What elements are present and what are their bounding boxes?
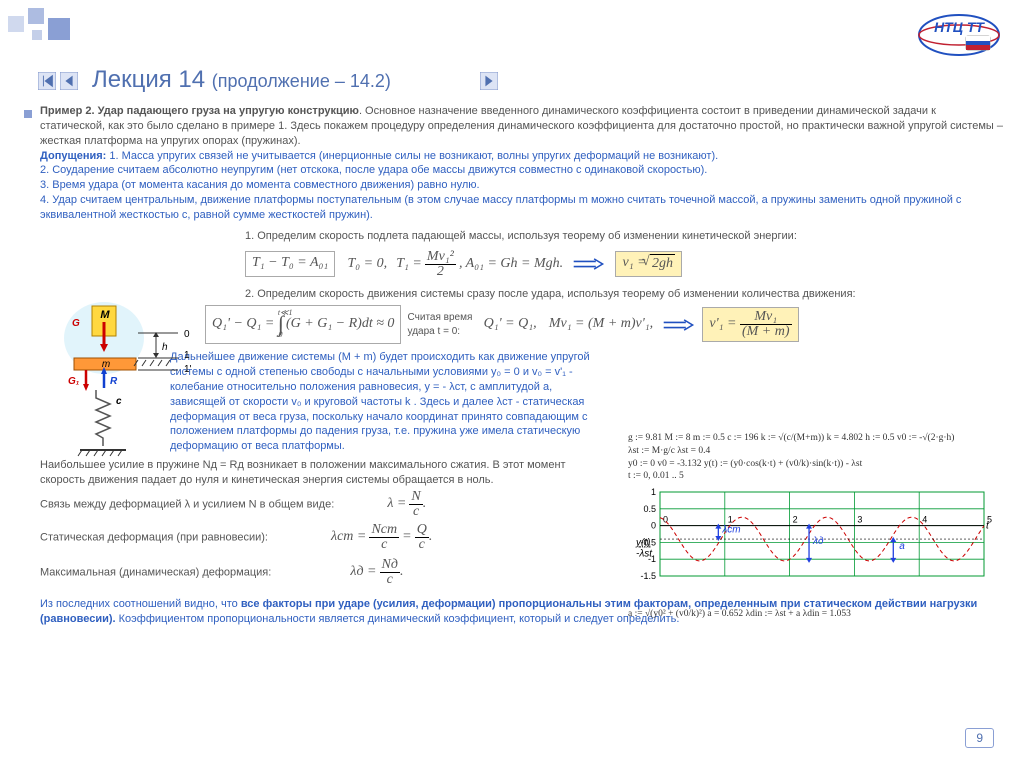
svg-text:G₁: G₁ xyxy=(68,376,80,387)
formula-box-result-1: v₁ = 2gh xyxy=(615,251,682,277)
nav-arrows xyxy=(38,72,78,95)
nav-prev-icon[interactable] xyxy=(60,72,78,90)
svg-text:1': 1' xyxy=(184,364,192,375)
svg-text:1: 1 xyxy=(728,515,733,525)
nav-next-icon[interactable] xyxy=(480,72,498,90)
svg-text:M: M xyxy=(100,309,110,321)
svg-text:m: m xyxy=(102,359,110,370)
svg-text:НТЦ TT: НТЦ TT xyxy=(934,19,985,35)
svg-text:1: 1 xyxy=(651,487,656,497)
svg-text:h: h xyxy=(162,342,168,353)
nav-first-icon[interactable] xyxy=(38,72,56,90)
svg-text:λд: λд xyxy=(812,536,824,547)
step2-text: 2. Определим скорость движения системы с… xyxy=(245,287,1004,302)
assumptions: Допущения: 1. Масса упругих связей не уч… xyxy=(40,149,1004,223)
formula-box-result-2: v'₁ = Mv₁(M + m) xyxy=(702,307,798,342)
page-number: 9 xyxy=(965,728,994,748)
formula-box-1: T₁ − T₀ = A₀₁ xyxy=(245,251,335,277)
title-sub: (продолжение – 14.2) xyxy=(212,71,391,91)
implies-arrow-icon xyxy=(572,257,606,271)
svg-text:2: 2 xyxy=(793,515,798,525)
intro-text: Пример 2. Удар падающего груза на упругу… xyxy=(40,104,1004,149)
implies-arrow-icon xyxy=(662,318,696,332)
title-main: Лекция 14 xyxy=(92,66,205,93)
svg-text:0.5: 0.5 xyxy=(643,504,656,514)
svg-text:-1.5: -1.5 xyxy=(640,571,656,581)
svg-text:y(t): y(t) xyxy=(635,537,650,548)
bullet-icon xyxy=(24,110,32,118)
page-title: Лекция 14 (продолжение – 14.2) xyxy=(92,66,391,94)
svg-text:c: c xyxy=(116,396,122,407)
svg-text:G: G xyxy=(72,318,80,329)
spring-diagram: M G m G₁ R c 0 1 1' h xyxy=(38,300,218,490)
formula-box-2: Q₁' − Q₁ = ∫t≪10 (G + G₁ − R)dt ≈ 0 xyxy=(205,305,401,344)
formula-row-2: Q₁' − Q₁ = ∫t≪10 (G + G₁ − R)dt ≈ 0 Счит… xyxy=(205,305,1004,344)
blue-paragraph: Дальнейшее движение системы (M + m) буде… xyxy=(170,350,590,454)
svg-text:λст: λст xyxy=(721,524,740,535)
logo: НТЦ TT xyxy=(914,10,1004,65)
svg-text:0: 0 xyxy=(651,521,656,531)
svg-text:4: 4 xyxy=(922,515,927,525)
chart-params: g := 9.81 M := 8 m := 0.5 c := 196 k := … xyxy=(628,432,988,483)
svg-text:3: 3 xyxy=(857,515,862,525)
svg-text:-λst: -λst xyxy=(636,548,653,559)
svg-text:a: a xyxy=(899,541,905,552)
svg-text:R: R xyxy=(110,376,118,387)
svg-text:1: 1 xyxy=(184,350,190,361)
step1-text: 1. Определим скорость подлета падающей м… xyxy=(245,229,1004,244)
formula-row-1: T₁ − T₀ = A₀₁ T₀ = 0, T₁ = Mv₁²2 , A₀₁ =… xyxy=(245,250,1004,279)
svg-text:0: 0 xyxy=(184,329,190,340)
